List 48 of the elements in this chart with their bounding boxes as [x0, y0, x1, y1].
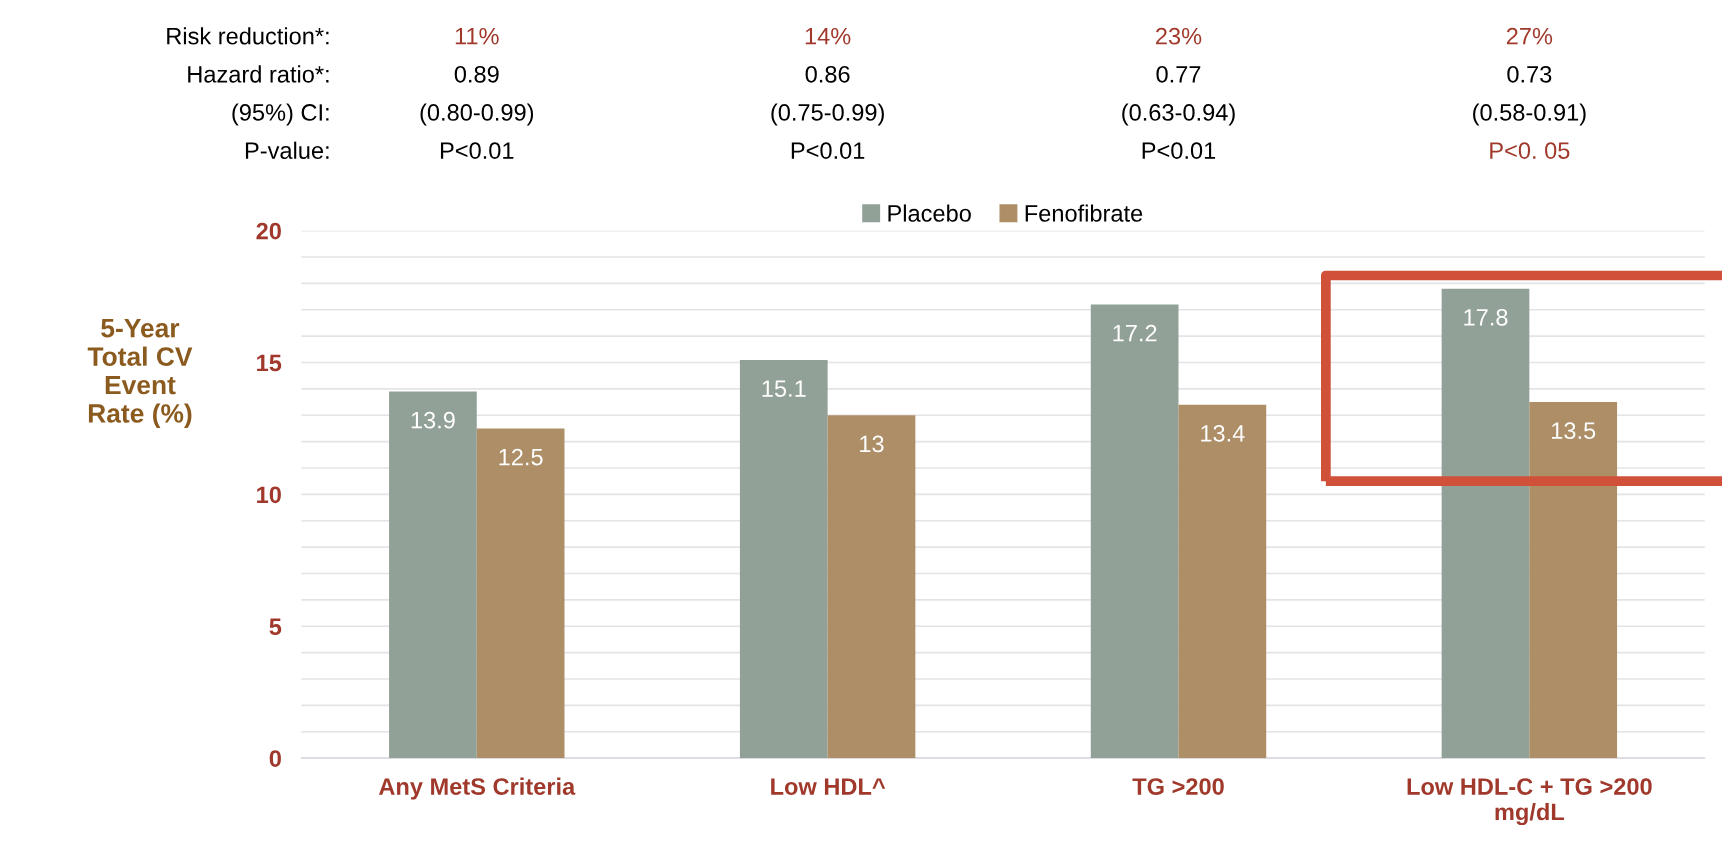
- bar: [1441, 288, 1530, 759]
- text: (0.75-0.99): [771, 103, 884, 126]
- data-label: 13.9: [411, 411, 455, 429]
- bar: [739, 359, 828, 759]
- x-tick-label: Low HDL^: [771, 778, 886, 795]
- text: (95%) CI:: [232, 103, 329, 126]
- y-tick-label: 20: [256, 222, 281, 240]
- text: P<0. 05: [1490, 142, 1570, 159]
- data-label: 13.5: [1552, 422, 1596, 440]
- text: 23%: [1156, 27, 1202, 45]
- bar: [1178, 404, 1267, 759]
- text: 0.86: [805, 65, 850, 83]
- y-tick-label: 15: [257, 354, 282, 372]
- text: P<0.01: [791, 142, 865, 159]
- text: 0.89: [454, 65, 499, 83]
- text: (0.63-0.94): [1122, 103, 1235, 126]
- x-tick-label: Low HDL-C + TG >200 mg/dL: [1407, 778, 1652, 826]
- bar: [476, 428, 565, 759]
- text: 14%: [805, 27, 851, 45]
- bar: [1090, 304, 1179, 759]
- y-axis-title: 5-Year Total CV Event Rate (%): [87, 319, 193, 429]
- x-tick-label: TG >200: [1132, 778, 1224, 795]
- x-tick-label: Any MetS Criteria: [378, 777, 576, 800]
- legend-label: Placebo: [888, 204, 971, 222]
- data-label: 13.4: [1201, 425, 1245, 442]
- text: Hazard ratio*:: [188, 65, 329, 83]
- data-label: 13: [860, 435, 884, 453]
- data-label: 17.2: [1113, 324, 1157, 342]
- text: P-value:: [245, 141, 329, 159]
- text: P<0.01: [1142, 142, 1216, 159]
- bar: [389, 391, 477, 759]
- text: Risk reduction*:: [167, 27, 329, 45]
- data-label: 17.8: [1464, 308, 1508, 326]
- text: 0.77: [1156, 65, 1201, 83]
- bar: [827, 415, 916, 759]
- legend-label: Fenofibrate: [1025, 204, 1143, 222]
- bar: [1529, 402, 1618, 759]
- data-label: 12.5: [499, 448, 543, 466]
- text: (0.80-0.99): [420, 103, 534, 126]
- y-tick-label: 10: [257, 486, 281, 504]
- data-label: 15.1: [762, 380, 806, 397]
- text: P<0.01: [440, 142, 514, 159]
- text: 0.73: [1507, 65, 1552, 83]
- text: 27%: [1506, 27, 1553, 45]
- y-tick-label: 5: [269, 618, 282, 636]
- text: (0.58-0.91): [1473, 103, 1586, 126]
- y-tick-label: 0: [269, 750, 281, 767]
- text: 11%: [455, 27, 499, 45]
